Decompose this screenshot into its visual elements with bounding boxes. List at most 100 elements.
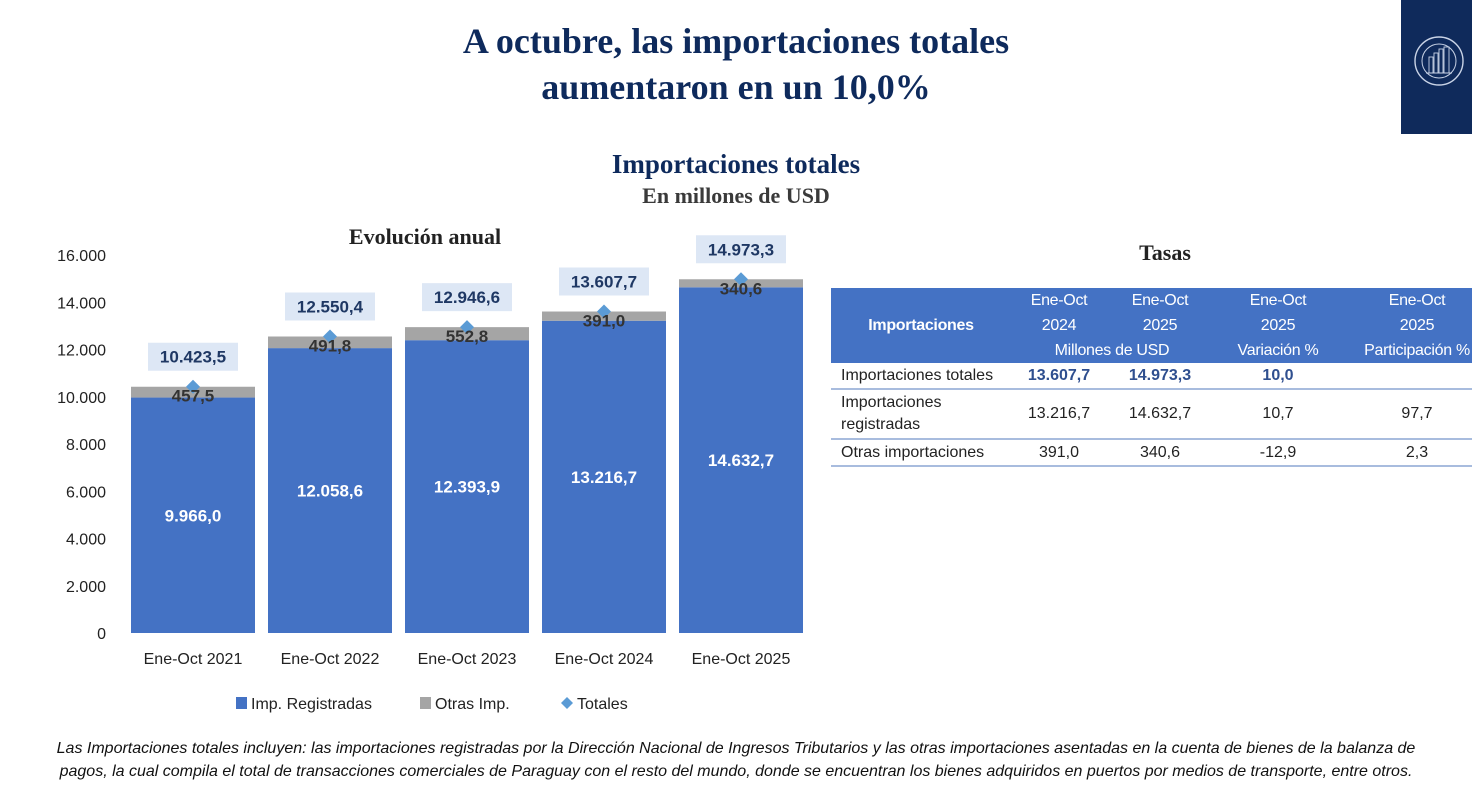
bar-group-ene-oct-2021: 9.966,0 457,5 10.423,5 xyxy=(131,342,255,633)
header-2025: Ene-Oct 2025 xyxy=(1107,288,1213,338)
section-subtitle: En millones de USD xyxy=(642,183,830,208)
cell-variacion: 10,0 xyxy=(1213,363,1343,390)
y-tick-label: 10.000 xyxy=(57,390,106,407)
data-label-otras-imp: 457,5 xyxy=(172,387,215,406)
header-participacion-line3: Participación % xyxy=(1364,342,1470,359)
header-2025-line1: Ene-Oct xyxy=(1131,292,1189,309)
bar-imp-registradas xyxy=(679,287,803,633)
header-2024: Ene-Oct 2024 xyxy=(1011,288,1107,338)
data-label-imp-registradas: 14.632,7 xyxy=(708,451,774,470)
y-tick-label: 0 xyxy=(97,626,106,643)
imports-chart: Evolución anual 0 2.000 4.000 6.000 8.000 10.… xyxy=(0,215,820,725)
cell-variacion: 10,7 xyxy=(1213,389,1343,440)
totales-label-box xyxy=(422,283,512,312)
legend-diamond-icon xyxy=(561,697,573,709)
header-participacion-line1: Ene-Oct xyxy=(1388,292,1446,309)
y-tick-label: 6.000 xyxy=(66,484,106,501)
y-tick-label: 16.000 xyxy=(57,248,106,265)
bar-group-ene-oct-2025: 14.632,7 340,6 14.973,3 xyxy=(679,235,803,633)
cell-2025: 340,6 xyxy=(1107,439,1213,467)
totales-label-box xyxy=(559,267,649,296)
bar-imp-registradas xyxy=(268,348,392,633)
header-importaciones: Importaciones xyxy=(831,288,1011,363)
data-label-totales: 10.423,5 xyxy=(160,348,226,367)
header-2024-line1: Ene-Oct xyxy=(1030,292,1088,309)
x-tick-label: Ene-Oct 2023 xyxy=(418,651,517,668)
legend-label: Imp. Registradas xyxy=(251,696,372,713)
data-label-totales: 12.946,6 xyxy=(434,288,500,307)
row-label: Importaciones totales xyxy=(831,363,1011,390)
y-tick-label: 2.000 xyxy=(66,579,106,596)
section-title: Importaciones totales xyxy=(611,149,861,179)
footnote: Las Importaciones totales incluyen: las … xyxy=(0,737,1472,783)
cell-participacion xyxy=(1343,363,1472,390)
chart-title: Evolución anual xyxy=(349,224,501,249)
bar-group-ene-oct-2023: 12.393,9 552,8 12.946,6 xyxy=(405,283,529,633)
bar-imp-registradas xyxy=(542,320,666,633)
y-tick-label: 4.000 xyxy=(66,532,106,549)
legend-item-otras-imp[interactable]: Otras Imp. xyxy=(420,696,510,713)
central-bank-seal-icon xyxy=(1414,36,1464,86)
totales-marker xyxy=(186,379,200,394)
header-variacion-line2: 2025 xyxy=(1260,317,1296,334)
totales-label-box xyxy=(148,342,238,371)
header-2025-line2: 2025 xyxy=(1142,317,1178,334)
rates-table: Importaciones Ene-Oct 2024 Ene-Oct 2025 … xyxy=(831,288,1472,467)
table-row-importaciones-totales: Importaciones totales 13.607,7 14.973,3 … xyxy=(831,363,1472,390)
headline-line-1: A octubre, las importaciones totales xyxy=(462,21,1010,61)
footnote-line-1: Las Importaciones totales incluyen: las … xyxy=(56,740,1416,757)
data-label-otras-imp: 391,0 xyxy=(583,312,626,331)
cell-2024: 13.216,7 xyxy=(1011,389,1107,440)
bar-imp-registradas xyxy=(131,397,255,633)
x-tick-label: Ene-Oct 2024 xyxy=(555,651,654,668)
footnote-line-2: pagos, la cual compila el total de trans… xyxy=(59,763,1413,780)
table-row-importaciones-registradas: Importaciones registradas 13.216,7 14.63… xyxy=(831,389,1472,440)
y-tick-label: 12.000 xyxy=(57,343,106,360)
row-label: Otras importaciones xyxy=(831,439,1011,467)
header-variacion: Ene-Oct 2025 Variación % xyxy=(1213,288,1343,363)
data-label-imp-registradas: 13.216,7 xyxy=(571,468,637,487)
data-label-totales: 12.550,4 xyxy=(297,297,364,316)
x-axis: Ene-Oct 2021 Ene-Oct 2022 Ene-Oct 2023 Ene-… xyxy=(144,651,791,668)
cell-participacion: 2,3 xyxy=(1343,439,1472,467)
x-tick-label: Ene-Oct 2025 xyxy=(692,651,791,668)
row-label: Importaciones registradas xyxy=(831,389,1011,440)
bars-layer: 9.966,0 457,5 10.423,5 12.058,6 491,8 12.550,… xyxy=(131,235,803,633)
totales-label-box xyxy=(696,235,786,264)
x-tick-label: Ene-Oct 2022 xyxy=(281,651,380,668)
cell-variacion: -12,9 xyxy=(1213,439,1343,467)
x-tick-label: Ene-Oct 2021 xyxy=(144,651,243,668)
header-variacion-line1: Ene-Oct xyxy=(1249,292,1307,309)
cell-2024: 391,0 xyxy=(1011,439,1107,467)
data-label-otras-imp: 552,8 xyxy=(446,327,489,346)
data-label-otras-imp: 491,8 xyxy=(309,336,352,355)
headline-line-2: aumentaron en un 10,0% xyxy=(541,67,931,107)
data-label-imp-registradas: 9.966,0 xyxy=(165,506,222,525)
totales-marker xyxy=(323,329,337,344)
header-millones-usd: Millones de USD xyxy=(1011,338,1213,363)
totales-label-box xyxy=(285,292,375,321)
totales-marker xyxy=(460,320,474,335)
cell-2024: 13.607,7 xyxy=(1011,363,1107,390)
cell-2025: 14.632,7 xyxy=(1107,389,1213,440)
rates-table-title: Tasas xyxy=(1139,240,1191,265)
data-label-totales: 14.973,3 xyxy=(708,240,774,259)
totales-marker xyxy=(597,304,611,319)
cell-2025: 14.973,3 xyxy=(1107,363,1213,390)
y-axis: 0 2.000 4.000 6.000 8.000 10.000 12.000 14.000 1… xyxy=(57,248,106,643)
legend-item-totales[interactable]: Totales xyxy=(561,696,628,713)
legend-item-imp-registradas[interactable]: Imp. Registradas xyxy=(236,696,372,713)
imports-chart-svg: Evolución anual 0 2.000 4.000 6.000 8.000 10.… xyxy=(57,224,803,713)
rates-table-header: Importaciones Ene-Oct 2024 Ene-Oct 2025 … xyxy=(831,288,1472,363)
data-label-imp-registradas: 12.058,6 xyxy=(297,482,363,501)
data-label-totales: 13.607,7 xyxy=(571,273,637,292)
totales-marker xyxy=(734,272,748,287)
header-participacion: Ene-Oct 2025 Participación % xyxy=(1343,288,1472,363)
table-row-otras-importaciones: Otras importaciones 391,0 340,6 -12,9 2,… xyxy=(831,439,1472,467)
headline: A octubre, las importaciones totales aum… xyxy=(0,18,1472,110)
header-variacion-line3: Variación % xyxy=(1237,342,1319,359)
bar-imp-registradas xyxy=(405,340,529,633)
bar-group-ene-oct-2024: 13.216,7 391,0 13.607,7 xyxy=(542,267,666,633)
y-tick-label: 14.000 xyxy=(57,295,106,312)
data-label-otras-imp: 340,6 xyxy=(720,279,763,298)
